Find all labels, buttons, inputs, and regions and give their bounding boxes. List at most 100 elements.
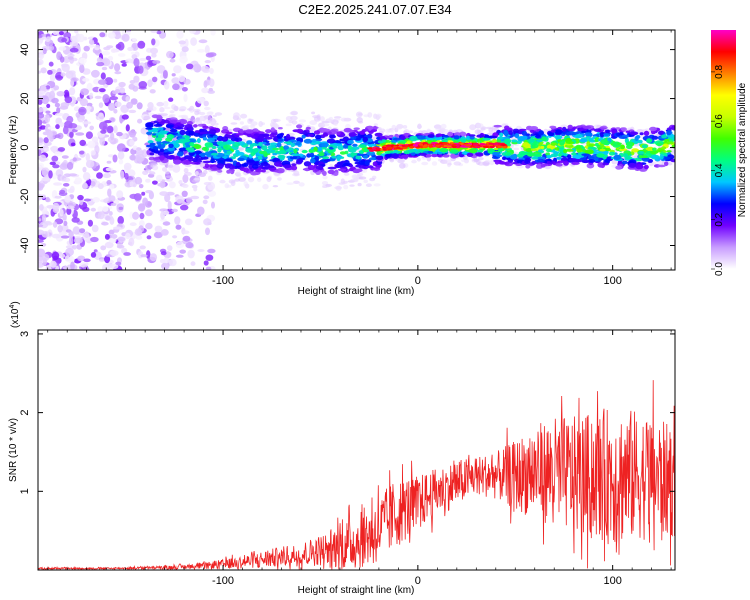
spectrogram-cell	[635, 164, 644, 170]
spectrogram-cell	[563, 148, 568, 154]
spectrogram-cell	[38, 218, 42, 222]
spectrogram-cell	[159, 107, 165, 113]
spectrogram-cell	[651, 135, 659, 140]
spectrogram-cell	[621, 160, 628, 165]
spectrogram-cell	[589, 139, 596, 143]
spectrogram-cell	[83, 258, 91, 263]
spectrogram-cell	[62, 183, 70, 187]
spectrogram-cell	[207, 52, 217, 57]
svg-text:(x104): (x104)	[9, 301, 21, 328]
spectrogram-cell	[246, 140, 253, 145]
spectrogram-cell	[54, 195, 62, 199]
spectrogram-cell	[496, 145, 503, 149]
spectrogram-cell	[48, 45, 55, 51]
spectrogram-cell	[345, 129, 355, 133]
spectrogram-cell	[634, 136, 639, 141]
spectrogram-cell	[321, 142, 329, 148]
spectrogram-cell	[131, 54, 138, 60]
spectrogram-cell	[602, 162, 610, 166]
spectrogram-cell	[206, 137, 215, 143]
spectrogram-cell	[137, 203, 146, 212]
spectrogram-cell	[241, 163, 247, 167]
spectrogram-cell	[98, 102, 104, 108]
spectrogram-cell	[306, 153, 312, 158]
spectrogram-cell	[221, 136, 229, 142]
spectrogram-cell	[159, 218, 167, 222]
spectrogram-cell	[166, 50, 174, 59]
spectrogram-cell	[308, 149, 316, 153]
spectrogram-cell	[208, 78, 215, 87]
spectrogram-cell	[202, 136, 207, 141]
spectrogram-cell	[666, 150, 672, 153]
spectrogram-cell	[157, 134, 165, 139]
spectrogram-cell	[143, 115, 151, 120]
spectrogram-cell	[565, 141, 575, 145]
spectrogram-cell	[639, 132, 644, 136]
spectrogram-cell	[97, 112, 105, 122]
spectrogram-cell	[228, 179, 236, 184]
spectrogram-cell	[38, 125, 47, 130]
spectrogram-cell	[162, 221, 171, 226]
spectrogram-cell	[352, 143, 358, 147]
spectrogram-cell	[136, 147, 142, 152]
spectrogram-cell	[352, 175, 359, 178]
spectrogram-cell	[54, 151, 63, 157]
snr-scale-prefix: (x10	[10, 308, 21, 328]
spectrogram-cell	[139, 212, 145, 220]
spectrogram-cell	[45, 264, 51, 270]
spectrogram-cell	[362, 154, 369, 159]
spectrogram-cell	[159, 148, 165, 152]
spectrogram-cell	[178, 180, 183, 185]
spectrogram-cell	[94, 95, 102, 99]
spectrogram-cell	[149, 89, 156, 94]
spectrogram-cell	[152, 165, 159, 171]
spectrogram-cell	[530, 148, 537, 152]
spectrogram-cell	[66, 205, 75, 210]
spectrogram-cell	[509, 154, 518, 160]
spectrogram-cell	[276, 142, 282, 148]
spectrogram-cell	[69, 40, 79, 47]
spectrogram-cell	[203, 170, 208, 175]
spectrogram-cell	[135, 149, 144, 156]
spectrogram-cell	[661, 134, 667, 139]
spectrogram-cell	[315, 140, 320, 145]
spectrogram-cells	[38, 30, 675, 270]
spectrogram-cell	[117, 53, 126, 57]
spectrogram-cell	[315, 134, 322, 140]
spectrogram-cell	[258, 156, 263, 160]
spectrogram-cell	[269, 142, 278, 146]
spectrogram-cell	[180, 119, 188, 125]
spectrogram-cell	[482, 137, 491, 141]
spectrogram-cell	[581, 153, 590, 156]
spectrogram-cell	[63, 220, 68, 226]
spectrogram-cell	[629, 131, 639, 136]
spectrogram-cell	[47, 69, 53, 75]
spectrogram-cell	[200, 152, 206, 157]
spectrogram-cell	[392, 137, 401, 141]
spectrogram-cell	[125, 96, 130, 102]
spectrogram-cell	[67, 53, 75, 58]
spectrogram-cell	[575, 144, 582, 149]
spectrogram-cell	[654, 161, 663, 165]
spectrogram-cell	[367, 143, 377, 147]
spectrogram-cell	[252, 148, 259, 154]
colorbar-tick-label: 0.4	[714, 163, 725, 177]
spectrogram-cell	[89, 92, 94, 100]
spectrogram-cell	[671, 125, 675, 131]
spectrogram-cell	[51, 251, 60, 261]
spectrogram-cell	[305, 126, 311, 130]
spectrogram-cell	[186, 197, 193, 204]
spectrogram-cell	[145, 190, 153, 194]
spectrogram-cell	[196, 138, 201, 144]
spectrogram-cell	[375, 155, 384, 161]
spectrogram-cell	[187, 149, 195, 153]
spectrogram-cell	[137, 118, 143, 124]
spectrogram-cell	[135, 154, 145, 162]
spectrogram-cell	[97, 206, 104, 212]
spectrogram-cell	[341, 141, 348, 144]
spectrogram-cell	[490, 135, 498, 139]
spectrogram-cell	[334, 117, 341, 121]
spectrogram-cell	[87, 140, 96, 149]
spectrogram-cell	[46, 103, 51, 109]
spectrogram-cell	[79, 262, 89, 268]
